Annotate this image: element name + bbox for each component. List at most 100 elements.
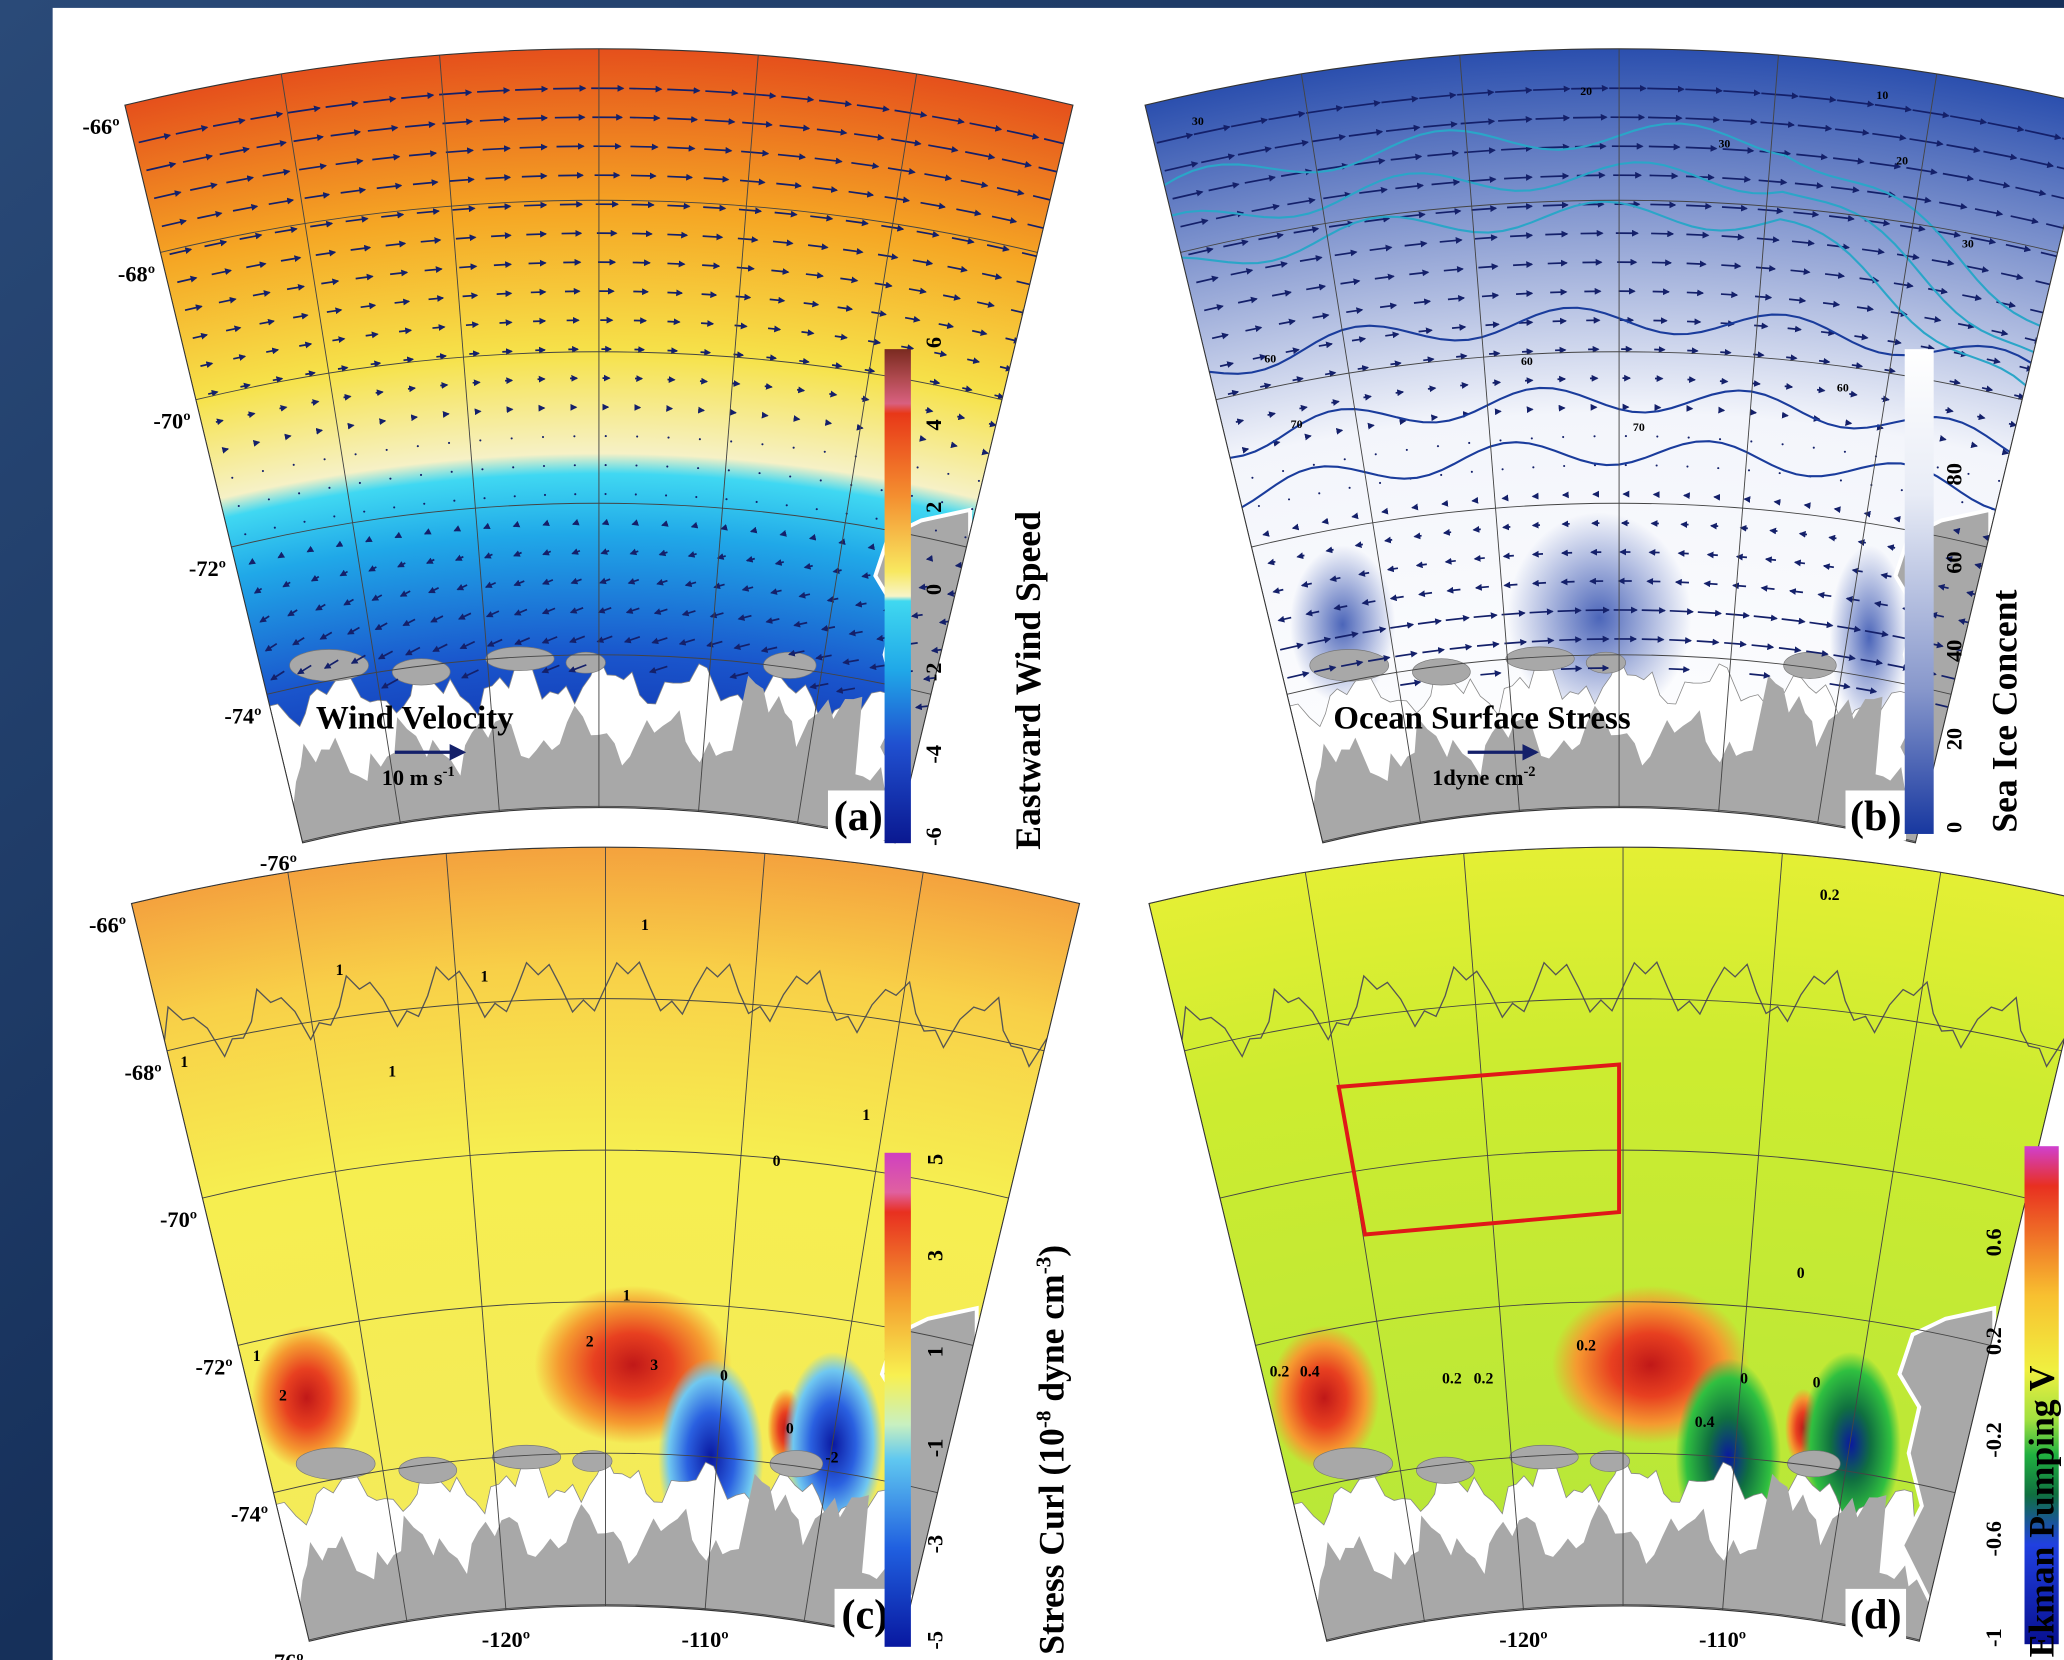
contour-label: 0 xyxy=(786,1420,794,1437)
latitude-label: -68º xyxy=(118,261,155,286)
vector-arrow xyxy=(765,386,772,387)
vector-arrow xyxy=(466,324,478,325)
vector-arrow xyxy=(1452,327,1465,328)
vector-dot xyxy=(947,473,949,475)
vector-arrow xyxy=(1476,587,1489,588)
vector-dot xyxy=(1375,453,1377,455)
vector-dot xyxy=(1656,464,1658,466)
colorbar-title: Eastward Wind Speed xyxy=(1008,511,1048,850)
vector-dot xyxy=(697,467,699,469)
colorbar-tick-label: 60 xyxy=(1941,551,1966,573)
vector-arrow xyxy=(927,558,933,559)
panel-label: (d) xyxy=(1850,1591,1901,1638)
vector-arrow xyxy=(1446,561,1456,562)
vector-arrow xyxy=(1363,396,1370,397)
vector-dot xyxy=(1440,474,1442,476)
vector-dot xyxy=(417,445,419,447)
contour-label: 60 xyxy=(1521,354,1533,368)
vector-dot xyxy=(1779,472,1781,474)
vector-arrow xyxy=(735,325,747,326)
vector-arrow xyxy=(1423,359,1433,360)
vector-dot xyxy=(605,464,607,466)
vector-arrow xyxy=(1721,294,1737,295)
colorbar-tick-label: 0 xyxy=(921,584,946,595)
vector-dot xyxy=(978,480,980,482)
latitude-label: -70º xyxy=(160,1207,197,1232)
colorbar-tick-label: -6 xyxy=(921,827,946,846)
contour-label: 1 xyxy=(253,1348,261,1365)
colorbar-tick-label: -1 xyxy=(1981,1628,2006,1647)
vector-dot xyxy=(1313,464,1315,466)
vector-dot xyxy=(964,536,966,538)
latitude-label: -72º xyxy=(189,556,226,581)
vector-arrow xyxy=(1795,562,1805,563)
vector-dot xyxy=(268,498,270,500)
vector-arrow xyxy=(488,206,510,207)
vector-dot xyxy=(363,511,365,513)
contour-label: 0.4 xyxy=(1695,1414,1715,1431)
vector-arrow xyxy=(1545,234,1567,235)
contour-label: 1 xyxy=(862,1107,870,1124)
latitude-label: -66º xyxy=(89,913,126,938)
vector-dot xyxy=(1840,479,1842,481)
vector-dot xyxy=(328,487,330,489)
vector-arrow xyxy=(1687,321,1700,322)
vector-dot xyxy=(1593,435,1595,437)
vector-dot xyxy=(667,437,669,439)
vector-dot xyxy=(1349,487,1351,489)
vector-arrow xyxy=(1849,394,1856,395)
vector-arrow xyxy=(1786,357,1796,358)
vector-dot xyxy=(514,495,516,497)
scale-label: 1dyne cm-2 xyxy=(1432,764,1535,790)
vector-arrow xyxy=(667,321,679,322)
vector-dot xyxy=(453,500,455,502)
vector-arrow xyxy=(1536,118,1569,119)
vector-arrow xyxy=(1428,388,1435,389)
vector-arrow xyxy=(502,351,511,352)
colorbar-tick-label: 4 xyxy=(921,419,946,430)
vector-dot xyxy=(604,493,606,495)
vector-arrow xyxy=(1474,529,1481,530)
vector-arrow xyxy=(1754,325,1767,326)
vector-arrow xyxy=(1741,528,1748,529)
vector-dot xyxy=(1656,435,1658,437)
vector-dot xyxy=(1563,465,1565,467)
vector-arrow xyxy=(224,449,228,450)
vector-arrow xyxy=(529,263,546,264)
panel-label: (a) xyxy=(834,793,883,840)
vector-arrow xyxy=(1573,117,1606,118)
vector-arrow xyxy=(1538,147,1569,148)
vector-arrow xyxy=(956,565,962,566)
vector-dot xyxy=(820,479,822,481)
vector-arrow xyxy=(344,396,351,397)
superscript: -3 xyxy=(1031,1257,1055,1275)
superscript: -8 xyxy=(1031,1411,1055,1429)
contour-label: 2 xyxy=(586,1333,594,1350)
vector-dot xyxy=(1532,466,1534,468)
vector-arrow xyxy=(827,423,831,424)
vector-arrow xyxy=(494,264,511,265)
vector-arrow xyxy=(630,117,660,118)
vector-arrow xyxy=(463,295,477,296)
vector-arrow xyxy=(1649,146,1680,147)
title-text: Eastward Wind Speed xyxy=(1008,511,1048,850)
vector-arrow xyxy=(629,88,661,89)
vector-arrow xyxy=(522,176,547,177)
vector-dot xyxy=(574,464,576,466)
vector-arrow xyxy=(1338,430,1342,431)
colorbar-tick-label: 0.6 xyxy=(1981,1228,2006,1256)
vector-dot xyxy=(333,515,335,517)
vector-arrow xyxy=(1396,392,1403,393)
vector-dot xyxy=(917,466,919,468)
superscript: -1 xyxy=(443,764,455,780)
vector-dot xyxy=(1748,469,1750,471)
contour-label: 0.2 xyxy=(1820,887,1840,904)
vector-dot xyxy=(730,440,732,442)
vector-arrow xyxy=(1331,402,1338,403)
vector-dot xyxy=(789,475,791,477)
vector-arrow xyxy=(1558,610,1581,611)
vector-dot xyxy=(324,458,326,460)
colorbar-tick-label: 20 xyxy=(1941,728,1966,750)
vector-arrow xyxy=(1516,293,1532,294)
vector-arrow xyxy=(515,89,547,90)
